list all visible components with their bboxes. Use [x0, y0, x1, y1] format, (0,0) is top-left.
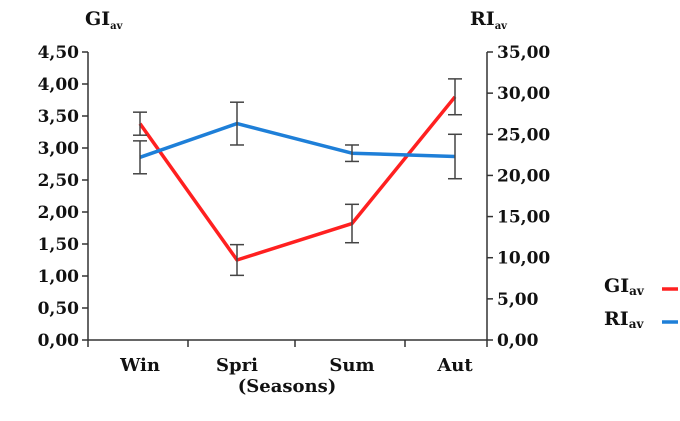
legend-label-sub: av [629, 284, 645, 298]
right-axis-title-sub: av [495, 21, 508, 32]
left-tick-label: 2,50 [38, 171, 80, 191]
legend-label-sub: av [629, 317, 645, 331]
x-tick-label: Sum [329, 355, 374, 376]
error-bar-gi [448, 78, 462, 116]
left-tick-label: 3,50 [38, 107, 80, 127]
left-axis-title-sub: av [110, 21, 123, 32]
legend-item-gi: GIav [604, 275, 678, 298]
left-tick-label: 0,50 [38, 299, 80, 319]
left-tick-label: 0,00 [38, 331, 80, 351]
x-axis: Win Spri Sum Aut [87, 339, 488, 376]
left-tick-label: 4,00 [38, 75, 80, 95]
right-tick-label: 35,00 [497, 43, 550, 63]
left-y-axis: 0,00 0,50 1,00 1,50 2,00 2,50 3,00 3,50 4,00 4,50 [38, 43, 89, 351]
x-tick-label: Aut [436, 355, 473, 376]
series-layer [133, 78, 462, 277]
error-bar-gi [345, 203, 359, 244]
legend-item-ri: RIav [604, 308, 678, 331]
left-tick-label: 4,50 [38, 43, 80, 63]
x-axis-title: (Seasons) [238, 376, 337, 397]
x-tick-label: Spri [216, 355, 258, 376]
error-bar-gi [133, 111, 147, 136]
right-tick-label: 0,00 [497, 331, 539, 351]
right-tick-label: 25,00 [497, 125, 550, 145]
series-line-ri [139, 121, 456, 159]
left-tick-label: 1,00 [38, 267, 80, 287]
right-tick-label: 5,00 [497, 290, 539, 310]
error-bar-ri [448, 133, 462, 180]
error-bar-ri [345, 144, 359, 163]
left-tick-label: 1,50 [38, 235, 80, 255]
right-axis-title: RIav [470, 8, 508, 32]
x-tick-label: Win [119, 355, 160, 376]
legend-label-main: GI [604, 275, 629, 297]
legend-label: GIav [604, 275, 645, 298]
right-axis-title-main: RI [470, 8, 495, 30]
series-line-gi [138, 95, 457, 262]
right-tick-label: 10,00 [497, 249, 550, 269]
left-axis-title: GIav [85, 8, 124, 32]
left-tick-label: 3,00 [38, 139, 80, 159]
error-bar-gi [230, 243, 244, 277]
right-tick-label: 30,00 [497, 84, 550, 104]
left-axis-title-main: GI [85, 8, 110, 30]
error-bar-ri [230, 101, 244, 146]
error-bar-ri [133, 140, 147, 175]
right-tick-label: 15,00 [497, 208, 550, 228]
right-y-axis: 0,00 5,00 10,00 15,00 20,00 25,00 30,00 35,00 [486, 43, 550, 351]
right-tick-label: 20,00 [497, 166, 550, 186]
legend-label: RIav [604, 308, 644, 331]
legend-label-main: RI [604, 308, 629, 330]
left-tick-label: 2,00 [38, 203, 80, 223]
